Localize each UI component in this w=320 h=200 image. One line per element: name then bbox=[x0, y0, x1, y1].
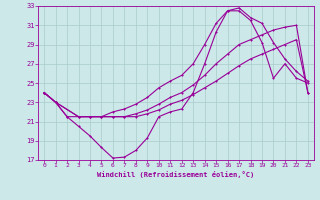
X-axis label: Windchill (Refroidissement éolien,°C): Windchill (Refroidissement éolien,°C) bbox=[97, 171, 255, 178]
